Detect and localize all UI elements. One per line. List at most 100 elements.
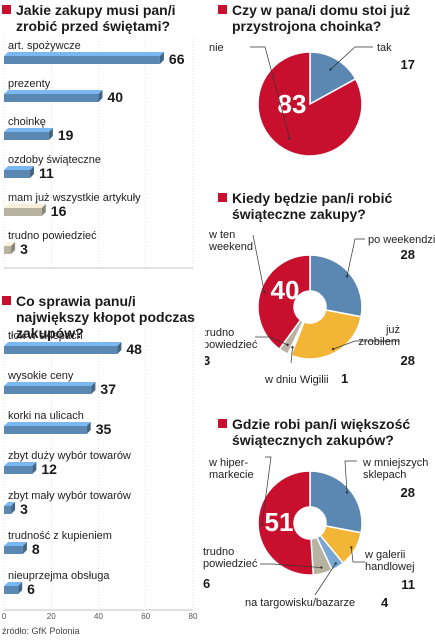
- bar-end-face: [98, 90, 103, 102]
- bar: [4, 586, 19, 594]
- bar-value-label: 40: [108, 89, 124, 105]
- bar-value-label: 37: [100, 381, 116, 397]
- bar-category-label: tłok w sklepach: [8, 330, 83, 342]
- title-marker-icon: [218, 419, 227, 428]
- bar: [4, 132, 49, 140]
- bar-category-label: choinkę: [8, 116, 46, 128]
- pie-leader-line: [330, 46, 373, 70]
- bar-category-label: zbyt mały wybór towarów: [8, 490, 131, 502]
- bar-category-label: korki na ulicach: [8, 410, 84, 422]
- pie-leader-line: [261, 456, 272, 525]
- bar-top-face: [4, 90, 103, 94]
- bar: [4, 386, 92, 394]
- pie-slice-label: na targowisku/bazarze: [245, 597, 355, 609]
- bar: [4, 546, 23, 554]
- tick-label: 60: [141, 612, 150, 621]
- bar-chart-shopping-needs: 020406080art. spożywcze66prezenty40choin…: [3, 38, 194, 269]
- pie-leader-dot: [345, 275, 349, 278]
- title-marker-icon: [218, 5, 227, 14]
- bar-category-label: trudno powiedzieć: [8, 230, 97, 242]
- bar-end-face: [48, 128, 53, 140]
- bar-category-label: nieuprzejma obsługa: [8, 570, 110, 582]
- bar-value-label: 6: [27, 581, 35, 597]
- pie-center-value: 40: [271, 275, 300, 305]
- bar: [4, 506, 12, 514]
- chart-title-shopping-timing: Kiedy będzie pan/i robić świąteczne zaku…: [218, 190, 430, 222]
- pie-leader-dot: [320, 566, 323, 569]
- chart-title-shopping-problems: Co sprawia panu/i największy kłopot podc…: [2, 293, 207, 341]
- pie-slice-label: weekend: [208, 241, 253, 253]
- pie-slice-value: 28: [401, 247, 415, 262]
- pie-slice-value: 28: [401, 485, 415, 500]
- bar-top-face: [4, 128, 53, 132]
- pie-leader-dot: [263, 290, 266, 294]
- bar-category-label: mam już wszystkie artykuły: [8, 192, 141, 204]
- pie-slice-label: sklepach: [363, 469, 406, 481]
- bar-end-face: [117, 342, 122, 354]
- bar-chart-shopping-problems: 0 20 40 60 80 tłok w sklepach 48 wysokie ceny 37…: [2, 328, 198, 621]
- pie-leader-line: [290, 347, 293, 364]
- bar-top-face: [4, 204, 46, 208]
- pie-slice-value: 4: [381, 595, 389, 610]
- bar-end-face: [22, 542, 27, 554]
- bar-value-label: 66: [169, 51, 185, 67]
- pie-slice-label: zrobiłem: [358, 336, 400, 348]
- bar-top-face: [4, 462, 37, 466]
- pie-leader-dot: [260, 523, 264, 526]
- pie-leader-dot: [331, 347, 335, 351]
- title-marker-icon: [2, 296, 11, 305]
- bar-end-face: [11, 242, 16, 254]
- pie-leader-line: [314, 563, 337, 596]
- pie-leader-dot: [291, 346, 294, 349]
- pie-slice-label: markecie: [209, 469, 254, 481]
- source-note: źródło: GfK Polonia: [2, 626, 80, 636]
- tick-label: 80: [189, 612, 198, 621]
- chart-title-shopping-needs: Jakie zakupy musi pan/i zrobić przed świ…: [2, 2, 207, 34]
- tick-label: 20: [47, 612, 56, 621]
- pie-slice-label: trudno: [203, 546, 234, 558]
- pie-slice-value: 3: [205, 353, 210, 368]
- tick-label: 40: [94, 612, 103, 621]
- pie-chart-christmas-tree: 83 tak 17 nie: [209, 42, 415, 157]
- pie-slice-label: po weekendzie: [368, 234, 435, 246]
- pie-leader-line: [250, 46, 290, 139]
- bar-end-face: [32, 462, 37, 474]
- pie-leader-line: [252, 234, 265, 293]
- pie-slice-value: 11: [401, 577, 415, 592]
- bar-top-face: [4, 52, 164, 56]
- bar: [4, 466, 33, 474]
- bar-value-label: 48: [126, 341, 142, 357]
- pie-slice-label: powiedzieć: [203, 558, 258, 570]
- bar-value-label: 35: [96, 421, 112, 437]
- bar-top-face: [4, 382, 96, 386]
- pie-slice-label: w galerii: [364, 549, 405, 561]
- bar-category-label: wysokie ceny: [7, 370, 74, 382]
- bar-end-face: [29, 166, 34, 178]
- pie-slice-value: 17: [401, 57, 415, 72]
- bar-top-face: [4, 542, 27, 546]
- pie-leader-line: [344, 460, 357, 493]
- bar-end-face: [11, 502, 16, 514]
- pie-leader-line: [333, 340, 400, 350]
- pie-center-value: 51: [265, 507, 294, 537]
- chart-title-shopping-place: Gdzie robi pan/i większość świątecznych …: [218, 416, 430, 448]
- bar-top-face: [4, 502, 16, 506]
- bar-top-face: [4, 166, 34, 170]
- pie-slice: [257, 51, 363, 157]
- pie-slice-label: handlowej: [365, 561, 415, 573]
- bar: [4, 346, 118, 354]
- pie-leader-dot: [288, 137, 291, 140]
- bar-value-label: 16: [51, 203, 67, 219]
- pie-slice-label: w hiper-: [208, 457, 248, 469]
- bar-top-face: [4, 422, 91, 426]
- pie-slice-label: w mniejszych: [362, 457, 428, 469]
- pie-slice-label: już: [385, 324, 400, 336]
- pie-slice: [289, 309, 362, 360]
- bar: [4, 94, 99, 102]
- pie-center-value: 83: [278, 89, 307, 119]
- pie-slice: [309, 51, 357, 106]
- bar-category-label: zbyt duży wybór towarów: [8, 450, 131, 462]
- chart-title-christmas-tree: Czy w pana/i domu stoi już przystrojona …: [218, 2, 430, 34]
- bar-category-label: art. spożywcze: [8, 40, 81, 52]
- bar-category-label: prezenty: [8, 78, 51, 90]
